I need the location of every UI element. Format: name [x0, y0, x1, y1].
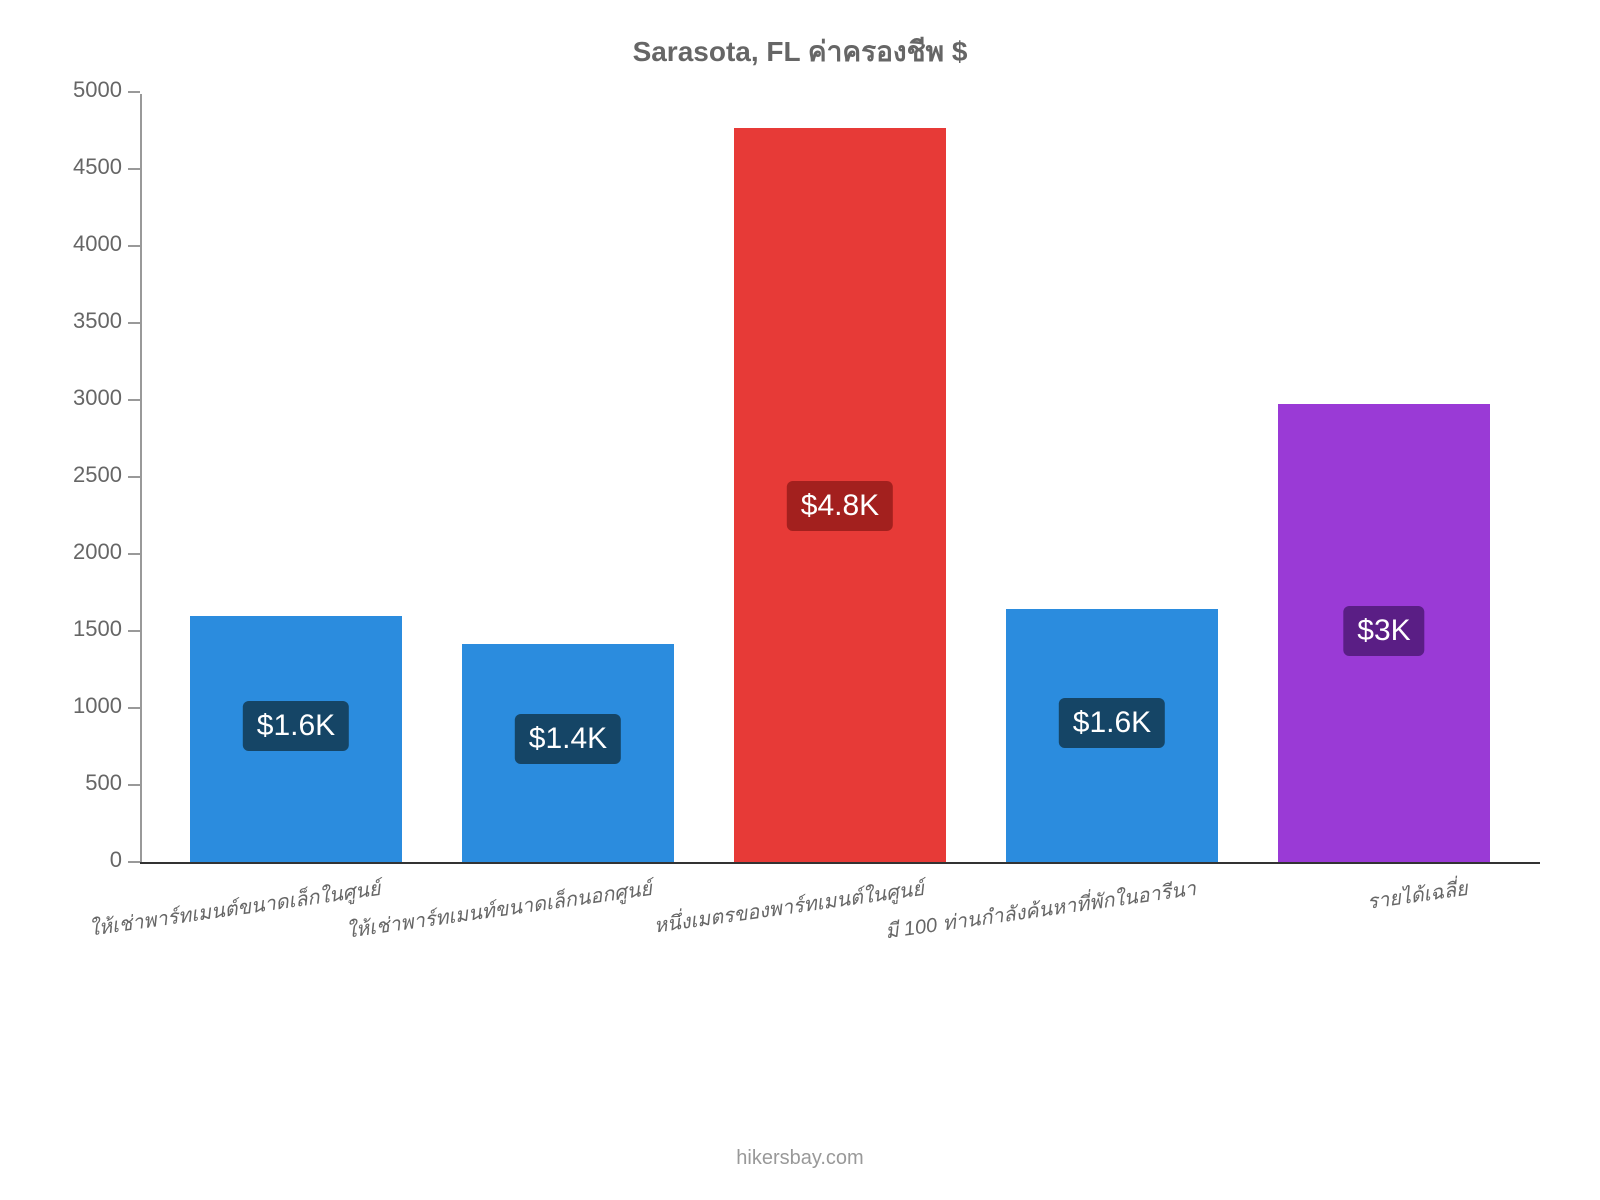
bar-slot: $4.8K — [704, 94, 976, 862]
x-label-slot: มี 100 ท่านกำลังค้นหาที่พักในอารีนา — [976, 864, 1248, 1004]
bar-value-label: $4.8K — [787, 481, 893, 531]
y-tick-label: 4000 — [73, 231, 140, 257]
attribution: hikersbay.com — [0, 1147, 1600, 1170]
bar: $1.6K — [1006, 609, 1218, 862]
bar-value-label: $3K — [1343, 606, 1424, 656]
y-tick-label: 5000 — [73, 77, 140, 103]
bar-slot: $1.4K — [432, 94, 704, 862]
y-tick-label: 3000 — [73, 385, 140, 411]
bar: $1.6K — [190, 616, 402, 862]
plot-area: 0500100015002000250030003500400045005000… — [140, 94, 1540, 864]
bar-slot: $1.6K — [976, 94, 1248, 862]
bar: $4.8K — [734, 128, 946, 862]
x-label: ให้เช่าพาร์ทเมนต์ขนาดเล็กในศูนย์ — [87, 872, 382, 945]
y-tick-label: 500 — [85, 770, 140, 796]
x-label: รายได้เฉลี่ย — [1365, 872, 1470, 918]
bar: $3K — [1278, 404, 1490, 862]
bar-value-label: $1.6K — [1059, 698, 1165, 748]
y-tick-label: 1000 — [73, 693, 140, 719]
bar-value-label: $1.4K — [515, 714, 621, 764]
y-tick-label: 1500 — [73, 616, 140, 642]
bars-container: $1.6K $1.4K $4.8K $1.6K $3K — [140, 94, 1540, 862]
chart-title: Sarasota, FL ค่าครองชีพ $ — [60, 30, 1540, 74]
x-label-slot: รายได้เฉลี่ย — [1248, 864, 1520, 1004]
y-tick-label: 2000 — [73, 539, 140, 565]
bar: $1.4K — [462, 644, 674, 862]
y-tick-label: 0 — [110, 847, 140, 873]
y-tick-label: 3500 — [73, 308, 140, 334]
y-tick-label: 4500 — [73, 154, 140, 180]
bar-slot: $3K — [1248, 94, 1520, 862]
y-tick-label: 2500 — [73, 462, 140, 488]
bar-value-label: $1.6K — [243, 701, 349, 751]
chart-container: Sarasota, FL ค่าครองชีพ $ 05001000150020… — [60, 30, 1540, 1030]
x-axis-labels: ให้เช่าพาร์ทเมนต์ขนาดเล็กในศูนย์ให้เช่าพ… — [140, 864, 1540, 1004]
bar-slot: $1.6K — [160, 94, 432, 862]
